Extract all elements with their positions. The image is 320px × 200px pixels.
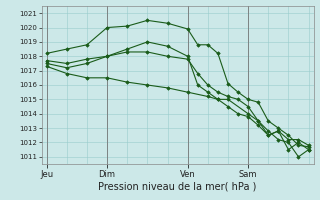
X-axis label: Pression niveau de la mer( hPa ): Pression niveau de la mer( hPa ) <box>99 181 257 191</box>
